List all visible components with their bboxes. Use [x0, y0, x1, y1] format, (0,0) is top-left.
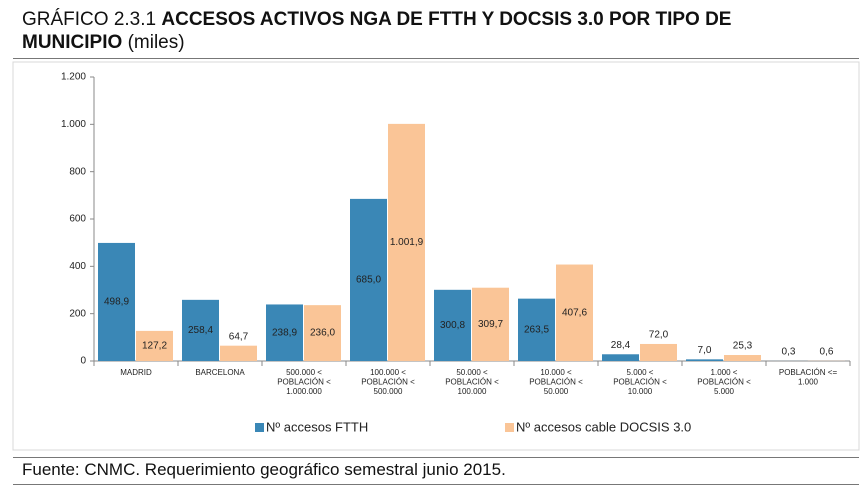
rule: [13, 58, 859, 59]
value-label: 238,9: [272, 327, 297, 338]
rule: [13, 484, 859, 485]
bar: [304, 305, 341, 361]
bar: [724, 355, 761, 361]
bar: [556, 264, 593, 361]
x-tick-label: POBLACIÓN <: [613, 378, 667, 387]
value-label: 685,0: [356, 275, 381, 286]
value-label: 0,3: [782, 347, 796, 358]
value-label: 300,8: [440, 320, 465, 331]
value-label: 407,6: [562, 307, 587, 318]
x-tick-label: POBLACIÓN <: [529, 378, 583, 387]
x-tick-label: MADRID: [120, 368, 152, 377]
bar: [220, 345, 257, 361]
legend-label: Nº accesos cable DOCSIS 3.0: [516, 419, 691, 434]
x-tick-label: POBLACIÓN <: [277, 378, 331, 387]
x-tick-label: 100.000: [458, 387, 487, 396]
legend-swatch: [255, 423, 264, 432]
x-tick-label: 10.000: [628, 387, 653, 396]
x-tick-label: 5.000 <: [627, 368, 654, 377]
chart-frame: [12, 61, 860, 451]
x-tick-label: 5.000: [714, 387, 735, 396]
bar: [602, 354, 639, 361]
value-label: 72,0: [649, 330, 669, 341]
y-tick-label: 1.200: [61, 72, 86, 83]
y-tick-label: 400: [69, 261, 86, 272]
legend-label: Nº accesos FTTH: [266, 419, 368, 434]
bar: [136, 330, 173, 361]
value-label: 263,5: [524, 324, 549, 335]
value-label: 236,0: [310, 328, 335, 339]
value-label: 309,7: [478, 319, 503, 330]
bar: [472, 287, 509, 361]
value-label: 28,4: [611, 340, 631, 351]
y-tick-label: 600: [69, 214, 86, 225]
x-tick-label: 100.000 <: [370, 368, 406, 377]
title-unit: (miles): [127, 32, 185, 53]
rule: [13, 457, 859, 458]
bar: [518, 298, 555, 361]
value-label: 498,9: [104, 297, 129, 308]
y-tick-label: 200: [69, 308, 86, 319]
legend-swatch: [505, 423, 514, 432]
bar: [640, 343, 677, 361]
x-tick-label: POBLACIÓN <: [697, 378, 751, 387]
value-label: 0,6: [820, 346, 834, 357]
x-tick-label: 50.000: [544, 387, 569, 396]
title-text: ACCESOS ACTIVOS NGA DE FTTH Y DOCSIS 3.0…: [22, 9, 732, 53]
chart-title: GRÁFICO 2.3.1 ACCESOS ACTIVOS NGA DE FTT…: [22, 8, 822, 54]
x-tick-label: 1.000 <: [711, 368, 738, 377]
bar: [98, 242, 135, 361]
y-tick-label: 1.000: [61, 119, 86, 130]
x-tick-label: 50.000 <: [456, 368, 488, 377]
bar: [686, 359, 723, 361]
bar: [388, 123, 425, 361]
value-label: 7,0: [698, 345, 712, 356]
x-tick-label: 500.000: [374, 387, 403, 396]
value-label: 25,3: [733, 341, 753, 352]
title-label: GRÁFICO 2.3.1: [22, 9, 157, 30]
x-tick-label: POBLACIÓN <: [445, 378, 499, 387]
source: Fuente: CNMC. Requerimiento geográfico s…: [22, 460, 506, 479]
x-tick-label: POBLACIÓN <: [361, 378, 415, 387]
x-tick-label: 500.000 <: [286, 368, 322, 377]
x-tick-label: 10.000 <: [540, 368, 572, 377]
value-label: 258,4: [188, 325, 213, 336]
y-tick-label: 800: [69, 166, 86, 177]
x-tick-label: 1.000: [798, 378, 819, 387]
bar: [434, 289, 471, 361]
x-tick-label: BARCELONA: [195, 368, 245, 377]
y-tick-label: 0: [80, 356, 86, 367]
chart: 0 200 400 600 800 1.000 1.200 MADRID 498,9 127,2 B…: [12, 61, 860, 451]
value-label: 1.001,9: [390, 237, 424, 248]
value-label: 127,2: [142, 341, 167, 352]
value-label: 64,7: [229, 331, 249, 342]
bar: [266, 304, 303, 361]
bar: [182, 299, 219, 361]
x-tick-label: POBLACIÓN <=: [779, 368, 838, 377]
bar: [350, 198, 387, 361]
x-tick-label: 1.000.000: [286, 387, 322, 396]
